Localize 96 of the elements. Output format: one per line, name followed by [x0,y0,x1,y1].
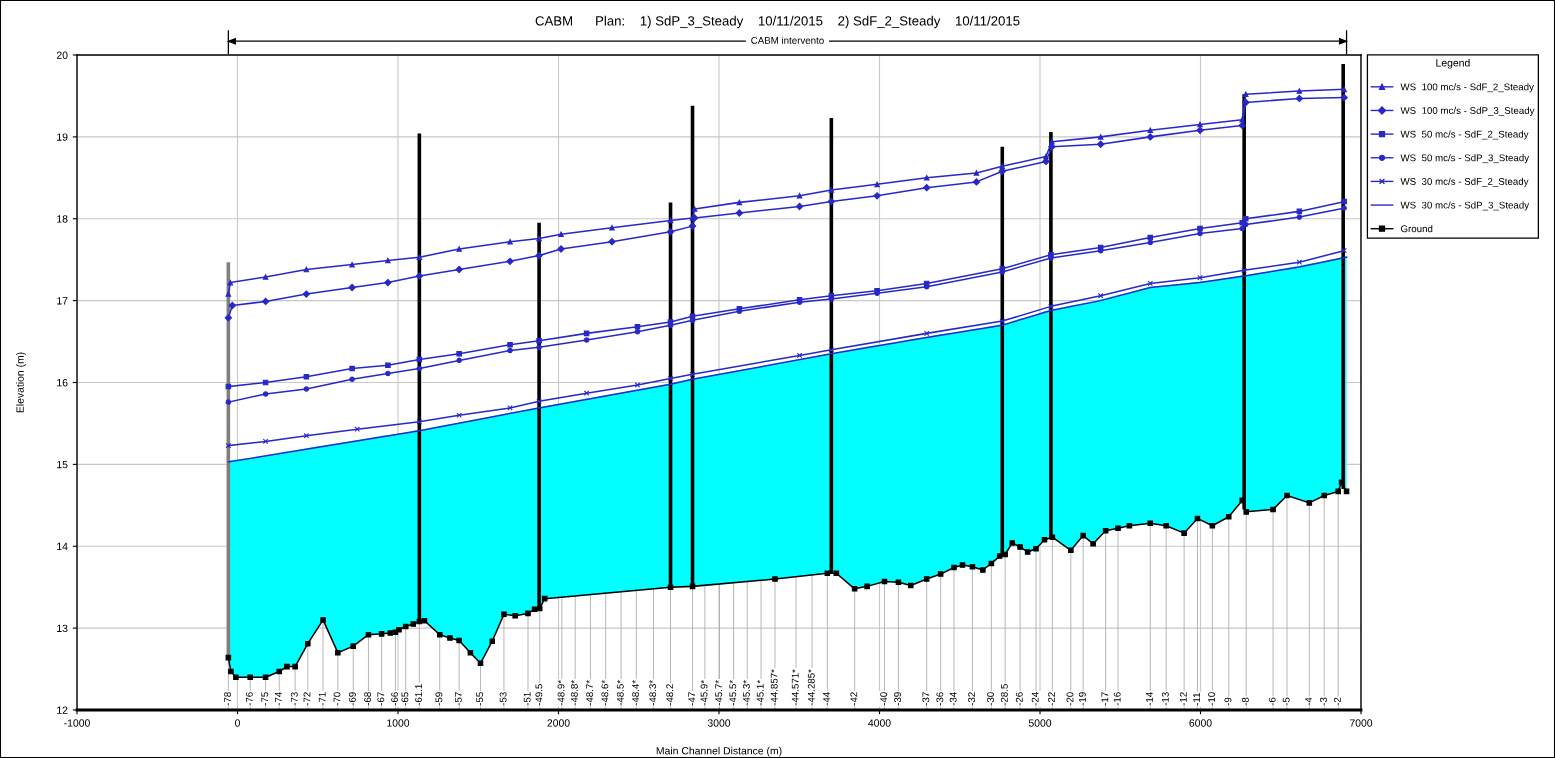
x-tick-label: 7000 [1349,719,1373,727]
legend-label: WS 100 mc/s - SdF_2_Steady [1400,83,1534,93]
x-tick-label: 0 [235,719,240,727]
annotation: -32 [968,692,976,706]
annotation: -68 [364,692,372,706]
annotation: -45.5* [729,680,737,706]
annotation: -45.3* [742,680,750,706]
annotation: -49.5 [535,684,543,706]
y-tick-label: 15 [57,460,68,469]
annotation: -24 [1031,692,1039,706]
annotation: -16 [1113,692,1121,706]
y-tick-label: 16 [57,379,68,387]
annotation: -10 [1208,692,1215,706]
annotation: -45.7* [715,680,723,706]
annotation: -48.8* [570,680,578,706]
annotation: -42 [850,692,858,706]
legend-label: WS 50 mc/s - SdF_2_Steady [1400,130,1529,140]
annotation: -48.2 [666,684,674,706]
legend-label: Ground [1400,225,1433,233]
annotation: -9 [1224,697,1232,706]
legend-label: WS 30 mc/s - SdP_3_Steady [1400,201,1530,211]
y-tick-label: 12 [57,706,68,714]
y-tick-label: 19 [57,133,68,141]
y-tick-label: 14 [57,542,68,551]
annotation: -48.6* [601,680,609,706]
annotation: -53 [499,692,507,706]
annotation: -30 [987,692,994,706]
annotation: -70 [333,692,341,706]
y-tick-label: 18 [57,215,68,223]
annotation: -48.7* [586,680,594,706]
annotation: -13 [1161,692,1169,706]
annotation: -48.4* [632,680,639,706]
annotation: -73 [290,692,298,706]
legend-label: WS 100 mc/s - SdP_3_Steady [1400,106,1535,116]
annotation: -11 [1193,692,1200,706]
annotation: -40 [880,692,888,706]
legend-label: WS 30 mc/s - SdF_2_Steady [1400,177,1529,187]
y-axis-title: Elevation (m) [16,352,26,413]
annotation: -37 [922,692,930,706]
annotation: -6 [1268,697,1276,706]
annotation: -72 [303,692,311,706]
annotation: -59 [435,692,443,706]
y-tick-label: 17 [57,297,68,305]
x-axis-title: Main Channel Distance (m) [656,746,782,757]
annotation: -4 [1305,697,1312,706]
annotation: -74 [275,692,282,706]
annotation: -71 [318,692,326,706]
annotation: -36 [936,692,944,706]
annotation: -44.285* [807,669,815,706]
annotation: -3 [1319,697,1327,706]
text: CABM intervento [751,36,824,44]
annotation: -28.5 [1000,684,1008,706]
legend-label: WS 50 mc/s - SdP_3_Steady [1400,154,1530,164]
annotation: -67 [377,692,385,706]
chart-title: CABM Plan: 1) SdP_3_Steady 10/11/2015 2) SdF_2_Steady 10/11/2015 [535,15,1020,29]
annotation: -45.9* [700,680,708,706]
annotation: -48.5* [616,680,624,706]
annotation: -48.3* [649,680,657,706]
x-tick-label: 4000 [868,719,891,727]
annotation: -34 [949,692,957,706]
annotation: -61.1 [415,684,422,706]
annotation: -75 [261,692,269,706]
annotation: -47 [688,692,696,706]
annotation: -39 [894,692,902,706]
annotation: -76 [245,692,253,706]
y-tick-label: 20 [56,51,68,59]
annotation: -17 [1101,692,1109,706]
y-tick-label: 13 [57,624,68,632]
annotation: -65 [401,692,409,706]
x-tick-label: 6000 [1189,719,1212,727]
annotation: -66 [391,692,399,706]
annotation: -55 [476,692,484,706]
annotation: -26 [1015,692,1023,706]
x-tick-label: 5000 [1028,719,1052,727]
annotation: -69 [348,692,356,706]
annotation: -51 [523,692,531,706]
x-tick-label: -1000 [64,719,90,727]
legend-title: Legend [1436,58,1470,69]
x-tick-label: 2000 [547,719,570,727]
annotation: -45.1* [756,680,764,706]
x-tick-label: 3000 [707,719,731,727]
annotation: -78 [224,692,231,706]
annotation: -44 [823,692,830,706]
annotation: -44.857* [770,669,778,706]
annotation: -14 [1146,692,1153,706]
annotation: -44.571* [791,669,799,706]
annotation: -48.9* [557,680,565,706]
annotation: -57 [454,692,462,706]
annotation: -8 [1241,697,1249,706]
x-tick-label: 1000 [387,719,410,727]
annotation: -22 [1048,692,1055,706]
annotation: -20 [1066,692,1074,706]
annotation: -19 [1078,692,1086,706]
annotation: -2 [1333,697,1341,706]
annotation: -12 [1179,692,1187,706]
annotation: -5 [1282,697,1290,706]
